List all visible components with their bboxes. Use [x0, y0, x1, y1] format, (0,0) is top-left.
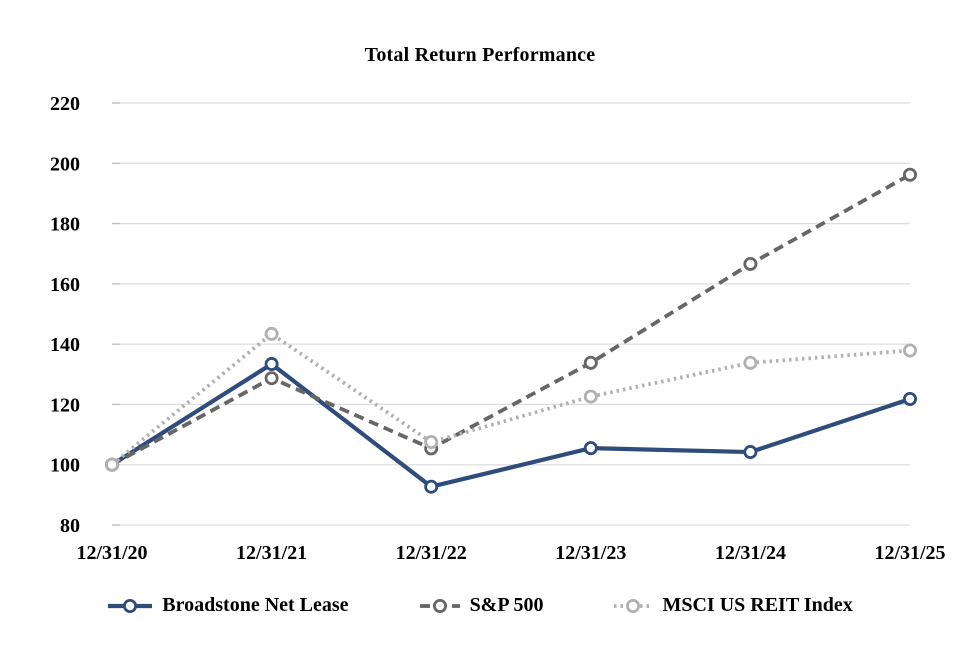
- x-axis-tick-label: 12/31/22: [396, 542, 467, 564]
- dashed-line-marker-icon: [419, 598, 460, 613]
- data-point-marker-broadstone-net-lease: [583, 441, 598, 456]
- data-point-marker-broadstone-net-lease: [424, 479, 439, 494]
- data-point-marker-s-p-500: [743, 256, 758, 271]
- x-axis-tick-label: 12/31/21: [236, 542, 307, 564]
- y-axis-tick-label: 120: [50, 394, 80, 416]
- legend: Broadstone Net Lease S&P 500 MSCI US REI…: [0, 594, 960, 617]
- data-point-marker-broadstone-net-lease: [264, 357, 279, 372]
- legend-label: S&P 500: [469, 594, 544, 616]
- data-point-marker-msci-us-reit-index: [105, 457, 120, 472]
- data-point-marker-broadstone-net-lease: [903, 392, 918, 407]
- y-axis-tick-label: 140: [50, 334, 80, 356]
- data-point-marker-s-p-500: [264, 371, 279, 386]
- data-point-marker-msci-us-reit-index: [264, 326, 279, 341]
- legend-item-msci-us-reit-index: MSCI US REIT Index: [613, 594, 853, 617]
- data-point-marker-msci-us-reit-index: [743, 355, 758, 370]
- y-axis-tick-label: 200: [50, 153, 80, 175]
- y-axis-tick-label: 80: [60, 515, 80, 537]
- dotted-line-marker-icon: [614, 598, 653, 613]
- data-point-marker-msci-us-reit-index: [583, 389, 598, 404]
- series-line-msci-us-reit-index: [110, 331, 911, 467]
- data-point-marker-msci-us-reit-index: [903, 343, 918, 358]
- solid-line-marker-icon: [108, 598, 153, 613]
- series-line-s-p-500: [111, 173, 911, 467]
- series-line-broadstone-net-lease: [110, 361, 911, 489]
- chart-title: Total Return Performance: [364, 44, 596, 66]
- data-point-marker-s-p-500: [903, 167, 918, 182]
- data-point-marker-msci-us-reit-index: [424, 435, 439, 450]
- y-axis-tick-label: 180: [50, 214, 80, 236]
- legend-item-broadstone-net-lease: Broadstone Net Lease: [107, 594, 349, 617]
- legend-item-sp-500: S&P 500: [419, 594, 544, 617]
- x-axis-tick-label: 12/31/24: [715, 542, 786, 564]
- y-axis-tick-label: 220: [50, 93, 80, 115]
- x-axis-tick-label: 12/31/23: [555, 542, 626, 564]
- y-axis-tick-label: 100: [50, 455, 80, 477]
- legend-label: Broadstone Net Lease: [162, 594, 349, 616]
- data-point-marker-s-p-500: [583, 355, 598, 370]
- legend-label: MSCI US REIT Index: [662, 594, 853, 616]
- x-axis-tick-label: 12/31/25: [874, 542, 945, 564]
- data-point-marker-broadstone-net-lease: [743, 445, 758, 460]
- y-axis-tick-label: 160: [50, 274, 80, 296]
- x-axis-tick-label: 12/31/20: [76, 542, 147, 564]
